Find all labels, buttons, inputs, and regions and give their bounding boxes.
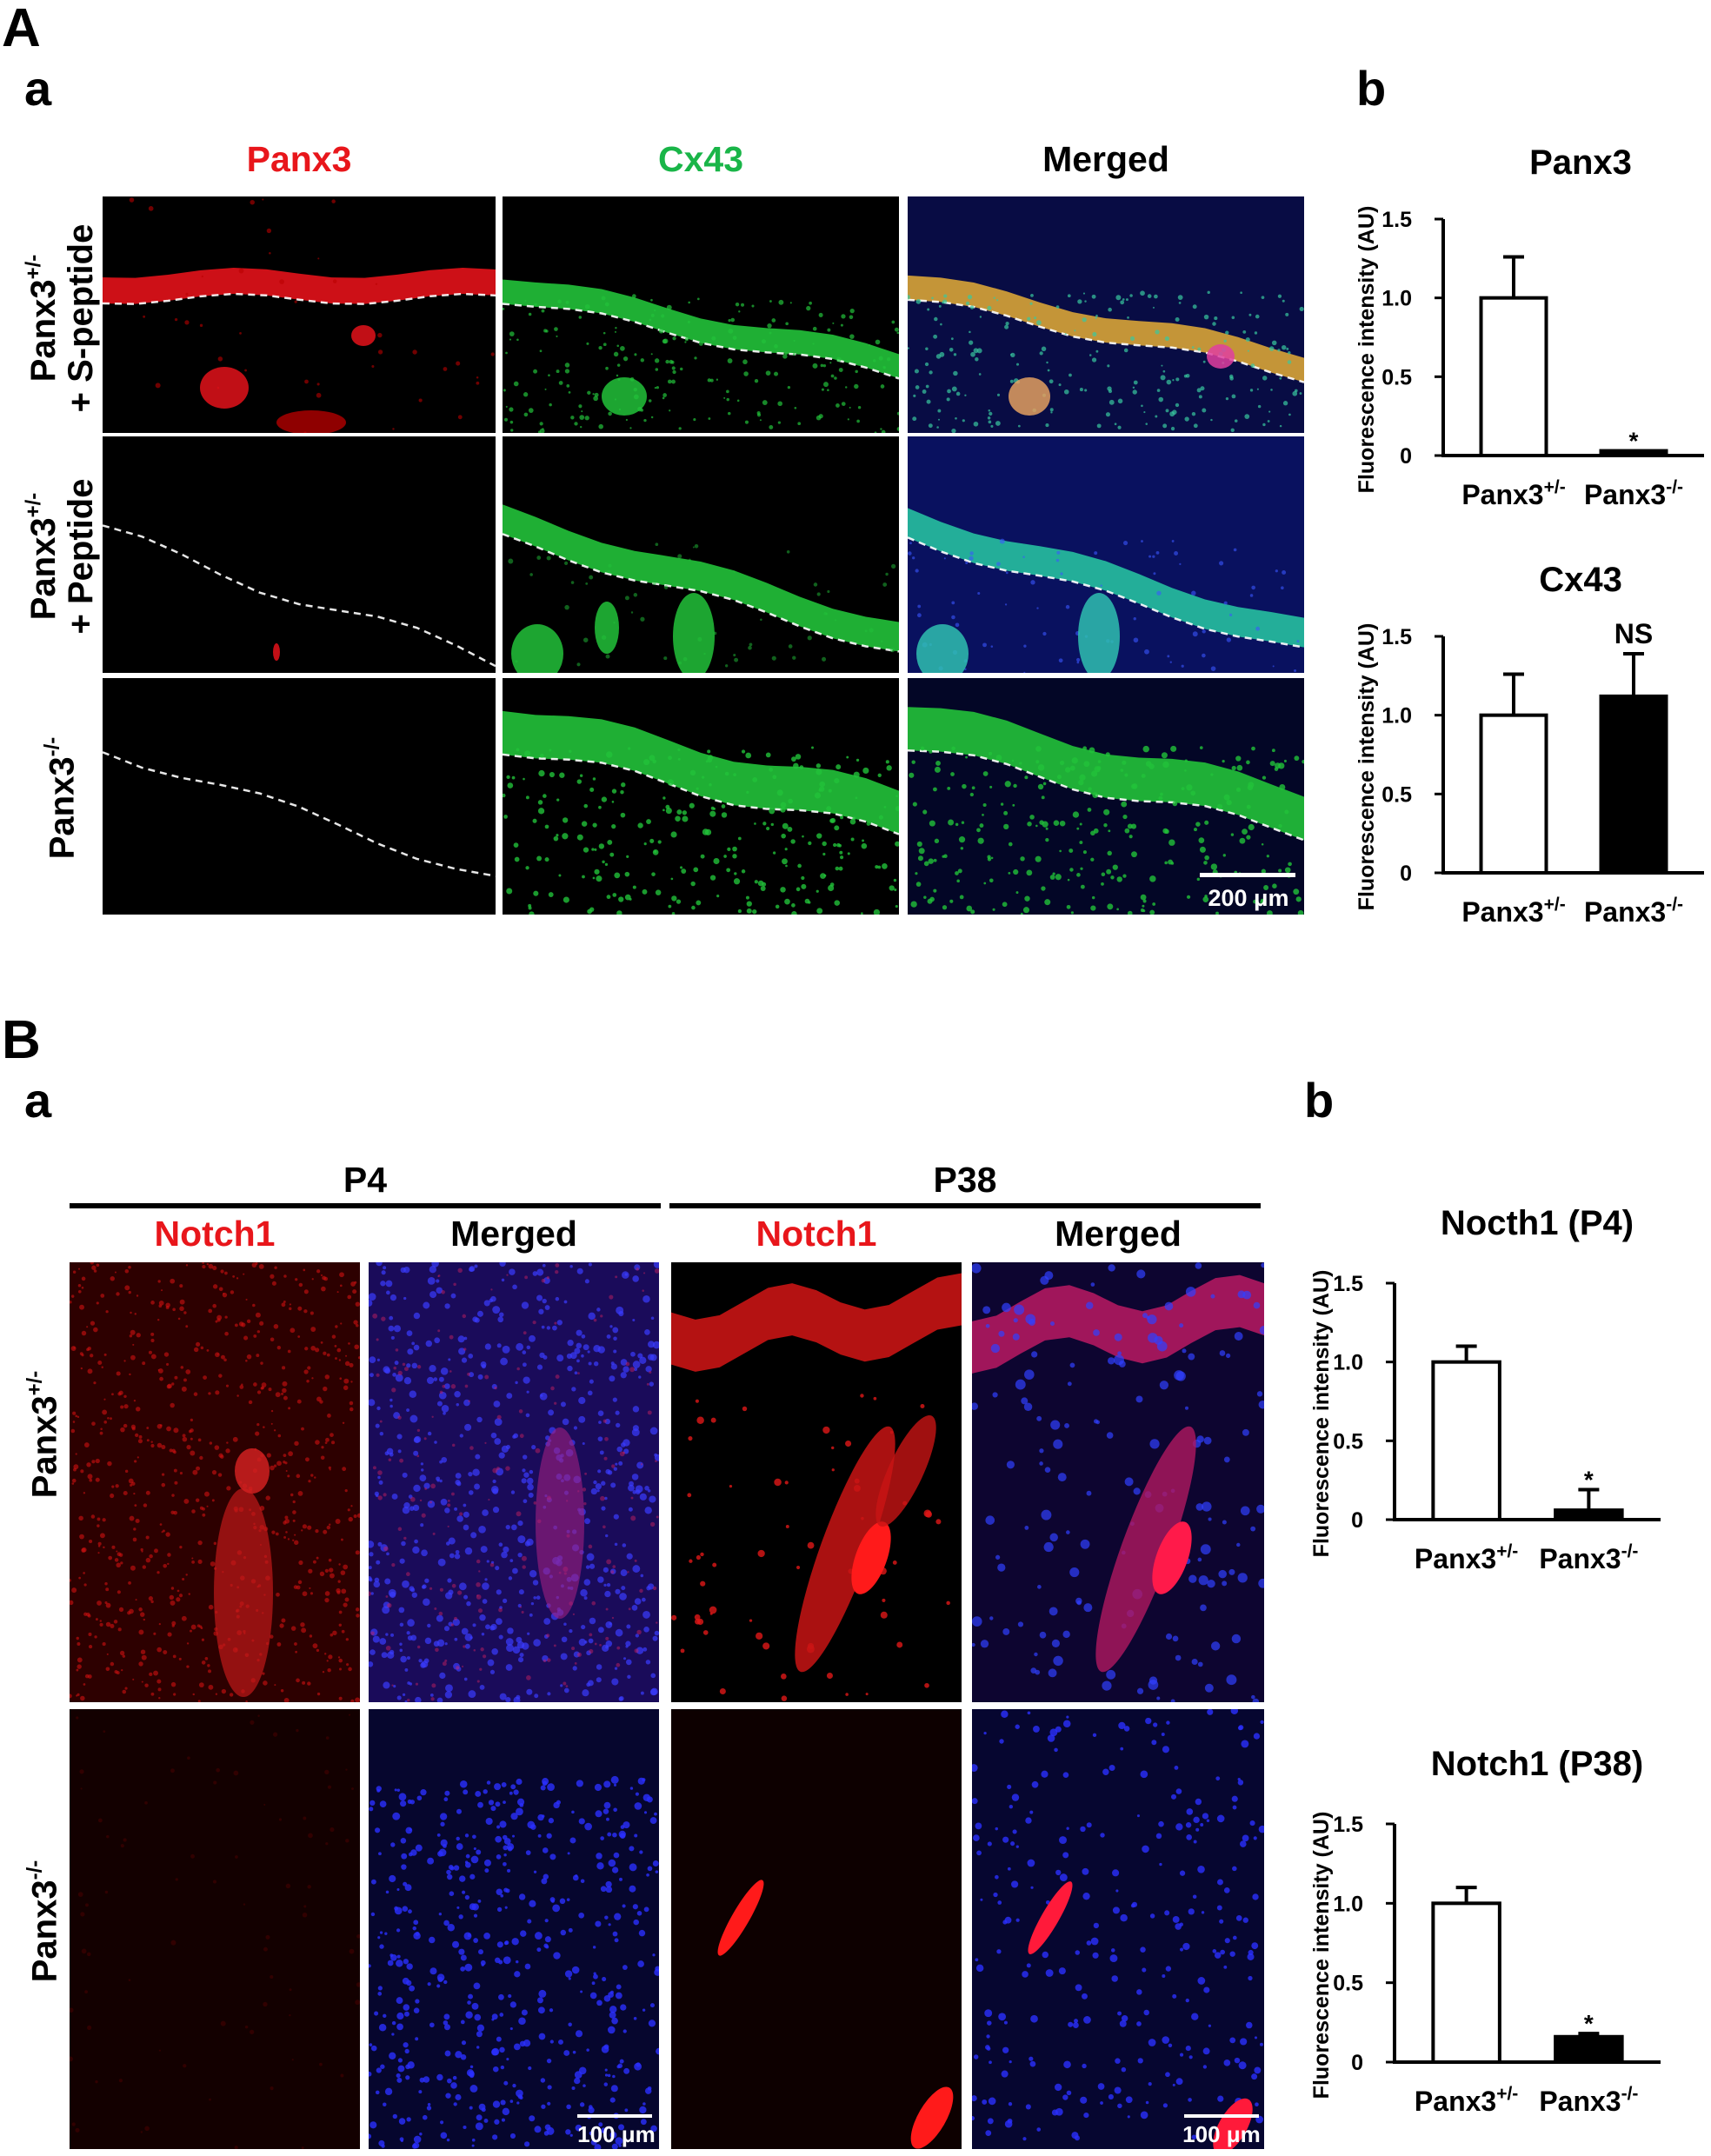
micrograph-a-r3-cx43 xyxy=(503,678,899,915)
x-category-label: Panx3+/- xyxy=(1415,1541,1518,1574)
group-line-p38 xyxy=(669,1203,1261,1208)
col-header-merged: Merged xyxy=(1042,139,1169,179)
error-bar xyxy=(1623,651,1644,696)
col-header-cx43: Cx43 xyxy=(657,139,743,179)
x-category-label: Panx3-/- xyxy=(1584,477,1683,510)
micrograph-a-r2-merged xyxy=(908,436,1304,673)
error-bar xyxy=(1578,1487,1600,1511)
scale-bar-b-p4-label: 100 μm xyxy=(577,2121,656,2147)
significance-label: * xyxy=(1629,428,1639,455)
y-tick-label: 1.0 xyxy=(1333,1351,1363,1375)
micrograph-a-r1-panx3 xyxy=(103,196,496,433)
x-category-label: Panx3-/- xyxy=(1584,895,1683,928)
bar xyxy=(1431,1360,1501,1521)
significance-label: * xyxy=(1584,2010,1594,2037)
micrograph-a-r3-merged xyxy=(908,678,1304,915)
micrograph-b-r1-notch1-p4 xyxy=(70,1262,360,1702)
y-tick-label: 0.5 xyxy=(1333,1429,1363,1454)
x-category-label: Panx3-/- xyxy=(1539,2084,1638,2117)
chart-2: Cx43 Fluorescence intensity (AU) 0 0.5 1.0 1.… xyxy=(1355,561,1704,928)
y-tick-label: 0 xyxy=(1351,2051,1363,2075)
x-category-label: Panx3+/- xyxy=(1461,477,1565,510)
y-tick-label: 0.5 xyxy=(1381,365,1412,389)
section-b-b-letter: b xyxy=(1304,1073,1335,1128)
y-tick-label: 1.0 xyxy=(1333,1892,1363,1916)
bar xyxy=(1554,2034,1624,2065)
micrograph-a-r2-panx3 xyxy=(103,436,496,673)
section-a-letter: A xyxy=(2,0,41,58)
scale-bar-b-p4 xyxy=(577,2114,652,2118)
y-tick-label: 1.5 xyxy=(1333,1272,1363,1296)
chart-4: Notch1 (P38)Fluorescence intensity (AU) 0… xyxy=(1309,1745,1661,2117)
col-header-panx3: Panx3 xyxy=(246,139,352,179)
bar xyxy=(1479,713,1548,875)
x-category-label: Panx3-/- xyxy=(1539,1541,1638,1574)
micrograph-a-r2-cx43 xyxy=(503,436,899,673)
y-tick-label: 0.5 xyxy=(1381,782,1412,807)
y-tick-label: 1.0 xyxy=(1381,704,1412,729)
col-header-merged-p4: Merged xyxy=(450,1214,577,1254)
y-tick-label: 1.0 xyxy=(1381,287,1412,311)
micrograph-a-r1-merged xyxy=(908,196,1304,433)
group-header-p38: P38 xyxy=(933,1160,997,1200)
group-line-p4 xyxy=(70,1203,661,1208)
group-header-p4: P4 xyxy=(343,1160,388,1200)
y-tick-label: 1.5 xyxy=(1381,208,1412,232)
scale-bar-b-p38 xyxy=(1184,2114,1259,2118)
col-header-notch1-p38: Notch1 xyxy=(756,1214,877,1254)
x-category-label: Panx3+/- xyxy=(1461,895,1565,928)
bar xyxy=(1554,1508,1624,1521)
chart-title: Notch1 (P38) xyxy=(1431,1745,1644,1783)
error-bar xyxy=(1455,1344,1477,1362)
micrograph-b-r2-notch1-p4 xyxy=(70,1709,360,2149)
scale-bar-a-label: 200 μm xyxy=(1208,885,1289,911)
micrograph-a-r1-cx43 xyxy=(503,196,899,433)
micrograph-b-r1-merged-p4 xyxy=(369,1262,659,1702)
section-b-letter: B xyxy=(2,1010,41,1070)
y-axis-label: Fluorescence intensity (AU) xyxy=(1355,623,1379,911)
col-header-notch1-p4: Notch1 xyxy=(154,1214,276,1254)
micrograph-b-r2-merged-p4 xyxy=(369,1709,659,2149)
y-tick-label: 0 xyxy=(1400,862,1412,886)
micrograph-b-r2-merged-p38 xyxy=(972,1709,1264,2149)
micrograph-b-r2-notch1-p38 xyxy=(671,1709,962,2149)
significance-label: NS xyxy=(1614,618,1653,649)
chart-1: Panx3 Fluorescence intensity (AU) 0 0.5 1.0 1… xyxy=(1355,143,1704,510)
error-bar xyxy=(1578,2032,1600,2037)
significance-label: * xyxy=(1584,1467,1594,1494)
micrograph-b-r1-notch1-p38 xyxy=(671,1262,962,1702)
error-bar xyxy=(1503,255,1524,298)
chart-title: Panx3 xyxy=(1529,143,1632,182)
y-tick-label: 1.5 xyxy=(1381,625,1412,649)
scale-bar-a xyxy=(1200,873,1295,877)
bar xyxy=(1479,296,1548,457)
chart-3: Nocth1 (P4) Fluorescence intensity (AU) 0 0… xyxy=(1309,1204,1661,1574)
section-a-a-letter: a xyxy=(24,61,52,116)
y-axis-label: Fluorescence intensity (AU) xyxy=(1309,1812,1334,2099)
y-axis-label: Fluorescence intensity (AU) xyxy=(1355,206,1379,494)
x-category-label: Panx3+/- xyxy=(1415,2084,1518,2117)
col-header-merged-p38: Merged xyxy=(1055,1214,1182,1254)
error-bar xyxy=(1455,1886,1477,1904)
y-tick-label: 0.5 xyxy=(1333,1972,1363,1996)
section-a-b-letter: b xyxy=(1356,61,1387,116)
bar xyxy=(1599,449,1668,457)
micrograph-b-r1-merged-p38 xyxy=(972,1262,1264,1702)
y-tick-label: 1.5 xyxy=(1333,1813,1363,1837)
section-b-a-letter: a xyxy=(24,1073,52,1128)
bar xyxy=(1599,694,1668,875)
bar xyxy=(1431,1901,1501,2064)
error-bar xyxy=(1503,672,1524,715)
chart-title: Cx43 xyxy=(1539,561,1622,599)
y-tick-label: 0 xyxy=(1400,444,1412,469)
micrograph-a-r3-panx3 xyxy=(103,678,496,915)
y-tick-label: 0 xyxy=(1351,1508,1363,1533)
y-axis-label: Fluorescence intensity (AU) xyxy=(1309,1270,1334,1558)
chart-title: Nocth1 (P4) xyxy=(1441,1204,1634,1242)
scale-bar-b-p38-label: 100 μm xyxy=(1182,2121,1261,2147)
